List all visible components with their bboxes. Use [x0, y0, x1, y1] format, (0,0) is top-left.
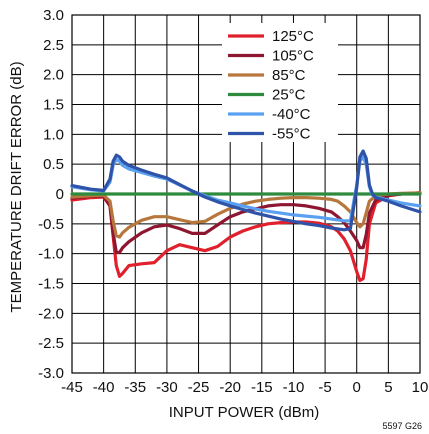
figure-id: 5597 G26	[382, 421, 422, 431]
series-line-2	[70, 191, 422, 239]
legend: 125°C 105°C 85°C 25°C -40°C -55°C	[222, 23, 338, 143]
series-line-5	[70, 149, 422, 232]
x-tick-label: 5	[384, 379, 392, 396]
x-tick-label: -5	[318, 379, 331, 396]
series-layer	[70, 149, 422, 283]
x-tick-label: -20	[219, 379, 241, 396]
y-tick-label: 0	[56, 186, 64, 203]
x-tick-label: -25	[188, 379, 210, 396]
y-tick-label: 2.5	[43, 37, 64, 54]
y-tick-label: -1.5	[38, 276, 64, 293]
y-tick-label: 2.0	[43, 67, 64, 84]
y-tick-label: -2.5	[38, 335, 64, 352]
legend-background	[222, 23, 338, 142]
y-tick-label: -2.0	[38, 305, 64, 322]
y-tick-label: 1.0	[43, 126, 64, 143]
x-tick-label: -35	[124, 379, 146, 396]
x-tick-label: -15	[251, 379, 273, 396]
legend-label: 125°C	[272, 28, 314, 45]
x-tick-label: -40	[93, 379, 115, 396]
x-tick-label: -30	[156, 379, 178, 396]
series-line-0	[70, 191, 422, 283]
x-tick-label: -45	[61, 379, 83, 396]
legend-label: 105°C	[272, 48, 314, 65]
x-tick-label: 10	[412, 379, 429, 396]
y-axis-label: TEMPERATURE DRIFT ERROR (dB)	[8, 61, 25, 312]
legend-label: 85°C	[272, 67, 306, 84]
y-tick-label: -1.0	[38, 246, 64, 263]
x-tick-label: 0	[353, 379, 361, 396]
y-tick-label: 3.0	[43, 7, 64, 24]
legend-label: -55°C	[272, 126, 311, 143]
legend-label: 25°C	[272, 87, 306, 104]
y-tick-label: -3.0	[38, 365, 64, 382]
x-tick-label: -10	[283, 379, 305, 396]
y-tick-label: 0.5	[43, 156, 64, 173]
y-tick-label: 1.5	[43, 97, 64, 114]
legend-label: -40°C	[272, 106, 311, 123]
x-axis-label: INPUT POWER (dBm)	[169, 404, 320, 421]
tick-labels: -45 -40 -35 -30 -25 -20 -15 -10 -5 0 5 10 -3.0 -2.5 -2…	[38, 7, 428, 396]
y-tick-label: -0.5	[38, 216, 64, 233]
